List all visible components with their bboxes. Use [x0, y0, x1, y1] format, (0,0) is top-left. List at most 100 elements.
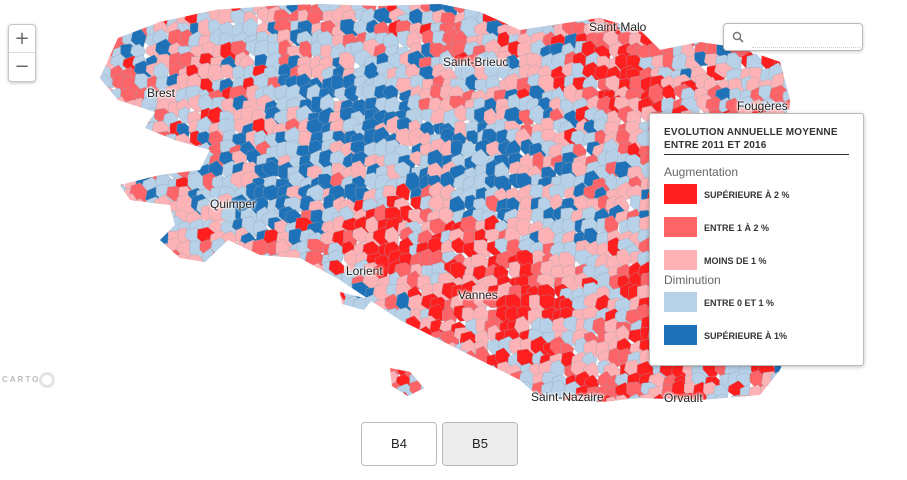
commune-cell[interactable]: [298, 40, 314, 60]
commune-cell[interactable]: [329, 318, 346, 341]
commune-cell[interactable]: [230, 393, 250, 405]
commune-cell[interactable]: [167, 371, 184, 392]
commune-cell[interactable]: [111, 160, 128, 183]
commune-cell[interactable]: [166, 0, 186, 18]
commune-cell[interactable]: [572, 394, 589, 405]
commune-cell[interactable]: [223, 330, 240, 350]
commune-cell[interactable]: [419, 352, 435, 373]
commune-cell[interactable]: [504, 380, 522, 397]
commune-cell[interactable]: [177, 286, 194, 304]
commune-cell[interactable]: [417, 363, 435, 385]
commune-cell[interactable]: [111, 121, 128, 141]
commune-cell[interactable]: [178, 362, 193, 382]
commune-cell[interactable]: [331, 283, 347, 301]
commune-cell[interactable]: [306, 375, 322, 393]
search-box[interactable]: [723, 23, 863, 51]
commune-cell[interactable]: [364, 348, 384, 366]
commune-cell[interactable]: [90, 111, 107, 129]
commune-cell[interactable]: [175, 341, 193, 358]
zoom-in-button[interactable]: +: [14, 28, 30, 49]
commune-cell[interactable]: [529, 0, 549, 20]
commune-cell[interactable]: [298, 392, 315, 406]
commune-cell[interactable]: [781, 373, 801, 392]
commune-cell[interactable]: [264, 272, 283, 291]
commune-cell[interactable]: [475, 362, 493, 382]
commune-cell[interactable]: [804, 67, 820, 86]
commune-cell[interactable]: [110, 280, 130, 301]
commune-cell[interactable]: [109, 172, 126, 189]
commune-cell[interactable]: [233, 287, 249, 309]
commune-cell[interactable]: [262, 342, 280, 362]
commune-cell[interactable]: [108, 217, 128, 238]
commune-cell[interactable]: [122, 230, 141, 249]
commune-cell[interactable]: [243, 337, 260, 359]
commune-cell[interactable]: [595, 0, 615, 16]
commune-cell[interactable]: [90, 404, 108, 405]
commune-cell[interactable]: [120, 381, 141, 401]
b4-button[interactable]: B4: [361, 422, 437, 466]
commune-cell[interactable]: [399, 404, 415, 405]
commune-cell[interactable]: [661, 84, 676, 101]
commune-cell[interactable]: [440, 364, 455, 382]
commune-cell[interactable]: [109, 360, 127, 380]
commune-cell[interactable]: [275, 371, 296, 388]
commune-cell[interactable]: [351, 324, 367, 342]
commune-cell[interactable]: [806, 86, 824, 104]
commune-cell[interactable]: [100, 363, 117, 380]
commune-cell[interactable]: [186, 324, 203, 345]
commune-cell[interactable]: [254, 295, 272, 315]
commune-cell[interactable]: [91, 98, 106, 121]
commune-cell[interactable]: [516, 390, 534, 405]
commune-cell[interactable]: [428, 385, 443, 404]
commune-cell[interactable]: [296, 264, 318, 283]
commune-cell[interactable]: [89, 286, 103, 306]
commune-cell[interactable]: [803, 51, 821, 72]
commune-cell[interactable]: [189, 339, 209, 358]
commune-cell[interactable]: [650, 393, 667, 405]
commune-cell[interactable]: [737, 0, 753, 17]
commune-cell[interactable]: [408, 347, 425, 367]
commune-cell[interactable]: [110, 275, 129, 292]
commune-cell[interactable]: [155, 363, 174, 384]
commune-cell[interactable]: [616, 403, 636, 405]
commune-cell[interactable]: [157, 269, 173, 288]
commune-cell[interactable]: [184, 363, 204, 380]
commune-cell[interactable]: [154, 149, 171, 168]
commune-cell[interactable]: [143, 360, 165, 377]
commune-cell[interactable]: [100, 349, 121, 368]
commune-cell[interactable]: [245, 273, 260, 294]
commune-cell[interactable]: [91, 150, 107, 169]
commune-cell[interactable]: [177, 370, 192, 390]
commune-cell[interactable]: [109, 8, 126, 25]
commune-cell[interactable]: [131, 285, 148, 303]
commune-cell[interactable]: [146, 231, 163, 249]
commune-cell[interactable]: [747, 0, 763, 16]
commune-cell[interactable]: [141, 248, 160, 267]
commune-cell[interactable]: [717, 2, 737, 22]
commune-cell[interactable]: [178, 316, 192, 335]
commune-cell[interactable]: [179, 263, 196, 280]
commune-cell[interactable]: [571, 405, 591, 406]
commune-cell[interactable]: [210, 283, 228, 300]
commune-cell[interactable]: [704, 9, 720, 27]
commune-cell[interactable]: [99, 314, 117, 338]
commune-cell[interactable]: [440, 350, 458, 370]
commune-cell[interactable]: [348, 352, 366, 376]
commune-cell[interactable]: [222, 308, 240, 330]
commune-cell[interactable]: [98, 173, 114, 191]
commune-cell[interactable]: [230, 384, 250, 401]
commune-cell[interactable]: [626, 0, 647, 18]
commune-cell[interactable]: [420, 383, 435, 400]
commune-cell[interactable]: [253, 275, 270, 294]
commune-cell[interactable]: [218, 379, 235, 399]
commune-cell[interactable]: [102, 384, 122, 403]
commune-cell[interactable]: [251, 372, 266, 389]
commune-cell[interactable]: [322, 336, 339, 354]
commune-cell[interactable]: [483, 390, 499, 405]
commune-cell[interactable]: [321, 379, 337, 402]
commune-cell[interactable]: [143, 0, 162, 19]
commune-cell[interactable]: [167, 381, 186, 402]
commune-cell[interactable]: [729, 0, 750, 18]
commune-cell[interactable]: [153, 349, 170, 369]
commune-cell[interactable]: [101, 264, 122, 284]
